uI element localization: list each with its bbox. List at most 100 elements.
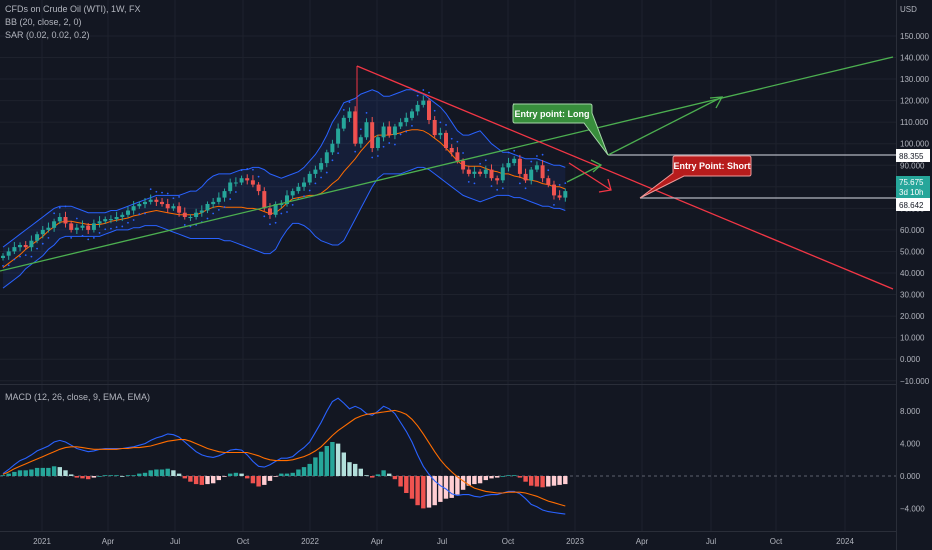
candle-body xyxy=(268,208,272,215)
price-axis-unit: USD xyxy=(900,5,917,14)
candle-body xyxy=(483,169,488,174)
candle-body xyxy=(358,137,363,144)
macd-hist-bar xyxy=(86,476,91,480)
symbol-legend[interactable]: CFDs on Crude Oil (WTI), 1W, FX xyxy=(5,4,141,14)
sar-dot xyxy=(274,221,277,224)
macd-hist-bar xyxy=(432,476,437,506)
candle-body xyxy=(330,143,335,153)
candle-body xyxy=(216,197,221,202)
candle-body xyxy=(387,126,392,136)
price-tick-label: 150.000 xyxy=(900,32,929,41)
candle-body xyxy=(199,210,204,213)
sar-dot xyxy=(405,130,408,133)
macd-hist-bar xyxy=(324,446,329,476)
time-axis[interactable]: 2021 Apr Jul Oct 2022 Apr Jul Oct 2023 Apr Jul Oct 2… xyxy=(33,537,854,546)
macd-hist-bar xyxy=(563,476,568,485)
sar-dot xyxy=(547,169,550,172)
grid xyxy=(0,0,896,531)
macd-hist-bar xyxy=(460,476,466,490)
callout-short-text: Entry Point: Short xyxy=(674,161,751,171)
macd-hist-bar xyxy=(495,476,500,478)
time-tick-label: 2024 xyxy=(836,537,854,546)
sar-dot xyxy=(536,155,538,157)
macd-hist-bar xyxy=(489,476,494,479)
sar-dot xyxy=(30,255,33,258)
candle-body xyxy=(108,219,113,221)
sar-dot xyxy=(144,212,146,215)
candle-body xyxy=(46,227,51,230)
bollinger-bands xyxy=(2,89,566,289)
tag-last-price xyxy=(896,176,930,198)
candle-body xyxy=(256,184,261,192)
candle-body xyxy=(529,169,534,181)
macd-hist-bar xyxy=(40,467,45,476)
macd-tick-label: 4.000 xyxy=(900,440,921,449)
candle-body xyxy=(114,217,119,220)
tag-long-level xyxy=(896,149,930,162)
sar-dot xyxy=(496,188,499,191)
sar-dot xyxy=(24,254,27,257)
macd-hist-bar xyxy=(506,475,511,476)
candle-body xyxy=(160,201,164,205)
macd-legend[interactable]: MACD (12, 26, close, 9, EMA, EMA) xyxy=(5,392,151,402)
candle-body xyxy=(489,169,494,179)
candle-body xyxy=(74,227,79,230)
candle-body xyxy=(296,186,301,192)
macd-hist-bar xyxy=(472,476,477,485)
macd-hist-bar xyxy=(529,476,534,486)
candle-body xyxy=(18,245,22,248)
bb-legend[interactable]: BB (20, close, 2, 0) xyxy=(5,17,82,27)
sar-legend[interactable]: SAR (0.02, 0.02, 0.2) xyxy=(5,30,90,40)
time-tick-label: Apr xyxy=(102,537,115,546)
candle-body xyxy=(12,247,17,252)
macd-hist-bar xyxy=(318,451,324,476)
sar-dot xyxy=(518,182,521,185)
candle-body xyxy=(421,100,426,105)
candle-body xyxy=(540,165,545,179)
macd-hist-bar xyxy=(142,472,148,476)
candle-body xyxy=(523,173,528,181)
trend-drawings[interactable] xyxy=(0,56,896,290)
candle-body xyxy=(444,132,448,148)
candle-body xyxy=(57,217,62,222)
candle-body xyxy=(131,206,136,211)
callouts[interactable]: Entry point: Long Entry Point: Short xyxy=(512,103,752,199)
price-tags: 88.355 75.675 3d 10h 68.642 xyxy=(896,149,930,211)
bb-fill xyxy=(3,89,566,289)
callout-long[interactable]: Entry point: Long xyxy=(512,103,609,156)
price-tick-label: 30.000 xyxy=(900,291,925,300)
sar-dot xyxy=(541,153,544,156)
tag-short-level xyxy=(896,198,930,211)
candle-body xyxy=(262,191,267,209)
macd-hist-bar xyxy=(551,476,557,486)
candle-body xyxy=(143,201,147,205)
callout-long-text: Entry point: Long xyxy=(515,109,590,119)
candle-body xyxy=(302,182,306,187)
sar-dot xyxy=(206,217,209,220)
macd-hist-bar xyxy=(199,476,204,485)
price-tick-label: 40.000 xyxy=(900,269,925,278)
sar-dot xyxy=(365,111,368,114)
candle-body xyxy=(80,225,85,228)
callout-short[interactable]: Entry Point: Short xyxy=(639,155,752,199)
price-axis[interactable]: USD 150.000 140.000 130.000 120.000 110.000 10… xyxy=(900,5,930,513)
candle-body xyxy=(336,128,341,144)
macd-hist-bar xyxy=(330,442,335,476)
macd-hist-bar xyxy=(512,475,517,476)
macd-hist-bar xyxy=(182,476,187,479)
sar-dot xyxy=(553,204,555,206)
macd-hist-bar xyxy=(455,476,460,495)
sar-dot xyxy=(501,187,504,190)
tag-last-price-text: 75.675 xyxy=(899,178,924,187)
candle-body xyxy=(364,122,369,138)
candle-body xyxy=(552,184,556,196)
macd-hist-bar xyxy=(477,476,483,484)
macd-hist-bar xyxy=(205,476,210,485)
macd-hist-bar xyxy=(500,476,505,477)
sar-dot xyxy=(331,159,334,162)
candle-body xyxy=(313,169,318,174)
macd-hist-bar xyxy=(6,473,11,476)
candle-body xyxy=(103,219,108,222)
price-tick-label: 130.000 xyxy=(900,75,929,84)
